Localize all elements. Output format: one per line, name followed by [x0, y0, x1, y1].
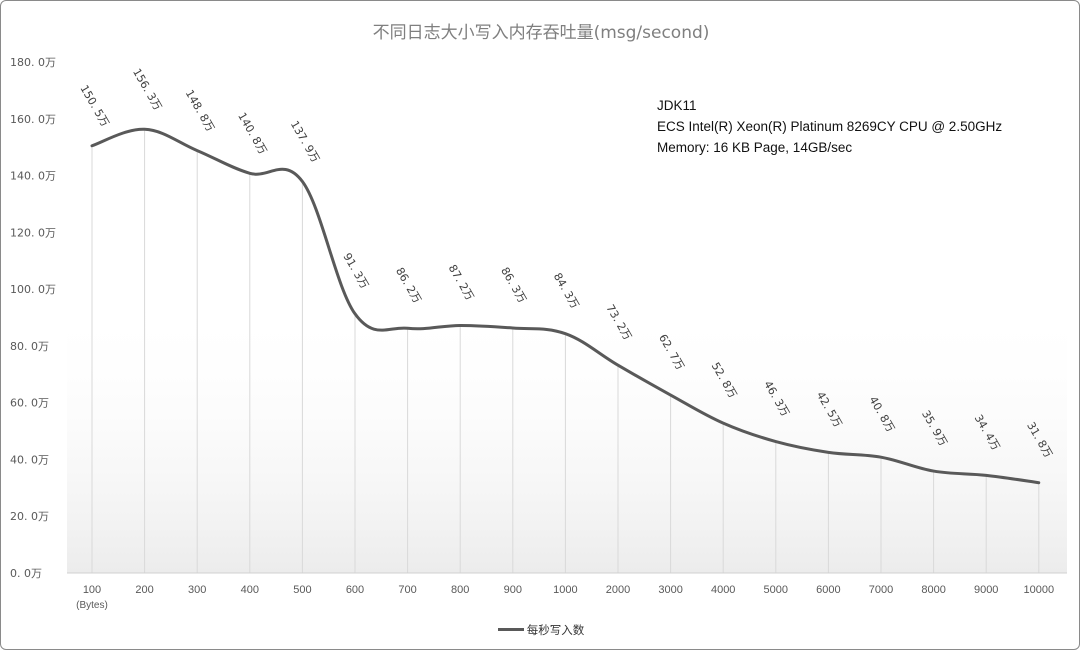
y-tick-label: 40. 0万 [10, 453, 49, 466]
x-tick-label: 10000 [1024, 584, 1055, 596]
x-tick-label: 5000 [764, 584, 788, 596]
annotation-line-memory: Memory: 16 KB Page, 14GB/sec [657, 140, 853, 155]
x-tick-label: 2000 [606, 584, 630, 596]
x-tick-label: 400 [241, 584, 259, 596]
x-tick-label: 200 [135, 584, 153, 596]
data-label: 156. 3万 [130, 66, 164, 112]
x-tick-label: 8000 [921, 584, 945, 596]
x-tick-label: 800 [451, 584, 469, 596]
plot-background-gradient [67, 301, 1067, 573]
system-annotation: JDK11 ECS Intel(R) Xeon(R) Platinum 8269… [657, 95, 1002, 158]
x-tick-label: 4000 [711, 584, 735, 596]
x-tick-label: 500 [293, 584, 311, 596]
y-tick-label: 80. 0万 [10, 340, 49, 353]
series-line [90, 127, 1041, 485]
data-label: 137. 9万 [288, 119, 322, 165]
y-tick-label: 20. 0万 [10, 510, 49, 523]
x-tick-label: 7000 [869, 584, 893, 596]
legend: 每秒写入数 [1, 622, 1079, 638]
data-label: 140. 8万 [235, 110, 269, 156]
x-unit-label: (Bytes) [76, 600, 108, 611]
y-tick-label: 180. 0万 [10, 56, 56, 69]
chart-title: 不同日志大小写入内存吞吐量(msg/second) [372, 23, 710, 43]
x-tick-label: 3000 [658, 584, 682, 596]
data-label: 87. 2万 [446, 262, 477, 302]
x-tick-label: 100 [83, 584, 101, 596]
annotation-line-cpu: ECS Intel(R) Xeon(R) Platinum 8269CY CPU… [657, 119, 1003, 134]
data-label: 148. 8万 [183, 88, 217, 134]
y-tick-label: 160. 0万 [10, 113, 56, 126]
x-tick-label: 700 [398, 584, 416, 596]
y-tick-label: 0. 0万 [10, 567, 42, 580]
data-label: 86. 2万 [393, 265, 424, 305]
y-tick-label: 60. 0万 [10, 397, 49, 410]
x-tick-label: 900 [504, 584, 522, 596]
annotation-line-jdk: JDK11 [657, 98, 697, 113]
legend-label: 每秒写入数 [526, 623, 585, 637]
y-tick-label: 140. 0万 [10, 170, 56, 183]
x-tick-label: 300 [188, 584, 206, 596]
x-tick-label: 600 [346, 584, 364, 596]
x-tick-label: 1000 [553, 584, 577, 596]
legend-swatch [497, 628, 524, 631]
data-label: 150. 5万 [77, 83, 111, 129]
y-tick-label: 120. 0万 [10, 226, 56, 239]
x-tick-label: 6000 [816, 584, 840, 596]
y-tick-label: 100. 0万 [10, 283, 56, 296]
x-tick-label: 9000 [974, 584, 998, 596]
data-label: 91. 3万 [340, 251, 371, 291]
data-label: 86. 3万 [498, 265, 529, 305]
